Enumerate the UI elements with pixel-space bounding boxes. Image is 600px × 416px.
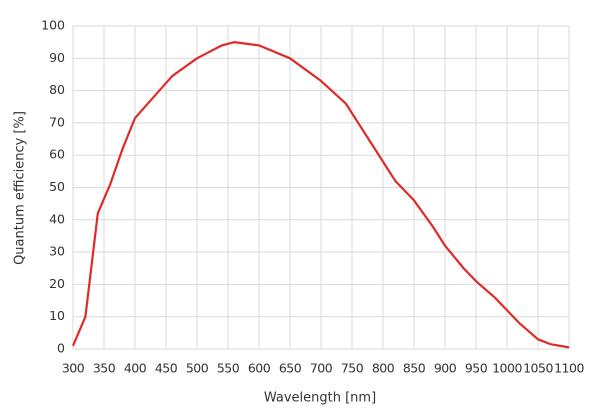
x-tick-label: 750 bbox=[341, 361, 364, 376]
x-tick-label: 800 bbox=[372, 361, 395, 376]
y-tick-label: 100 bbox=[41, 18, 65, 33]
x-tick-label: 550 bbox=[217, 361, 240, 376]
x-tick-label: 950 bbox=[465, 361, 488, 376]
x-tick-label: 400 bbox=[124, 361, 147, 376]
x-tick-label: 1050 bbox=[523, 361, 553, 376]
x-tick-label: 650 bbox=[279, 361, 302, 376]
x-tick-label: 1000 bbox=[492, 361, 522, 376]
line bbox=[71, 41, 570, 349]
x-tick-label: 500 bbox=[186, 361, 209, 376]
y-tick-label: 40 bbox=[49, 211, 65, 226]
y-tick-label: 60 bbox=[49, 147, 65, 162]
y-tick-label: 10 bbox=[49, 308, 65, 323]
x-tick-label: 1100 bbox=[554, 361, 584, 376]
x-tick-label: 850 bbox=[403, 361, 426, 376]
x-tick-label: 700 bbox=[310, 361, 333, 376]
x-tick-label: 600 bbox=[248, 361, 271, 376]
y-tick-label: 80 bbox=[49, 82, 65, 97]
x-tick-label: 450 bbox=[155, 361, 178, 376]
y-tick-label: 90 bbox=[49, 50, 65, 65]
y-tick-label: 50 bbox=[49, 179, 65, 194]
y-tick-label: 30 bbox=[49, 244, 65, 259]
x-axis-label: Wavelength [nm] bbox=[264, 391, 376, 406]
y-tick-label: 70 bbox=[49, 114, 65, 129]
y-axis-label: Quantum efficiency [%] bbox=[13, 111, 28, 265]
x-tick-label: 300 bbox=[62, 361, 85, 376]
y-tick-label: 0 bbox=[57, 341, 65, 356]
y-tick-label: 20 bbox=[49, 276, 65, 291]
x-tick-label: 350 bbox=[93, 361, 116, 376]
x-tick-label: 900 bbox=[434, 361, 457, 376]
